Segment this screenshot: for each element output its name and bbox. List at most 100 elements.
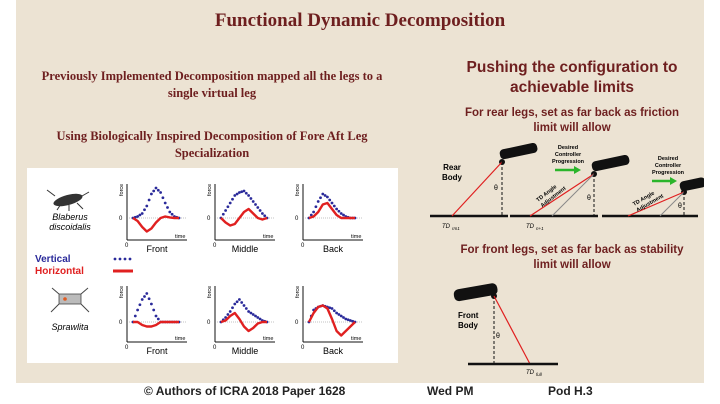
- vertical-force-point: [249, 197, 253, 200]
- vertical-force-point: [335, 207, 338, 211]
- rear-body-2: [591, 154, 630, 172]
- zero-tick-label: 0: [295, 320, 299, 326]
- vertical-force-point: [263, 214, 267, 218]
- front-legs-diagram: Front Body θ TD full: [453, 283, 558, 376]
- vertical-force-point: [147, 198, 151, 202]
- y-axis-label: force: [119, 286, 125, 298]
- vertical-force-point: [244, 307, 248, 310]
- x-zero-tick-label: 0: [301, 345, 305, 351]
- vertical-force-point: [328, 198, 332, 202]
- vertical-force-point: [254, 203, 257, 206]
- vertical-force-point: [256, 206, 260, 209]
- x-zero-tick-label: 0: [301, 243, 305, 249]
- vertical-force-point: [233, 302, 237, 306]
- td-label-2: TD: [526, 224, 535, 230]
- vertical-force-point: [231, 197, 234, 201]
- vertical-force-point: [344, 317, 348, 321]
- rear-body-3: [679, 177, 704, 192]
- force-plots: force 0 0 time Front force 0 0 time Middle force 0 0…: [119, 184, 363, 356]
- vertical-force-point: [221, 212, 225, 216]
- vertical-force-point: [166, 206, 169, 209]
- vertical-force-point: [321, 192, 325, 196]
- theta-label-2: θ: [587, 195, 591, 202]
- zero-tick-label: 0: [295, 216, 299, 222]
- horizontal-force-line: [220, 207, 268, 227]
- vertical-force-point: [136, 215, 139, 218]
- svg-text:Progression: Progression: [552, 159, 585, 165]
- left-text-biological: Using Biologically Inspired Decompositio…: [56, 129, 368, 160]
- species-2-label: Sprawlita: [51, 322, 88, 332]
- force-plot-sprawlita-middle: force 0 0 time Middle: [207, 286, 275, 356]
- vertical-force-point: [242, 304, 246, 307]
- svg-text:Controller: Controller: [655, 163, 682, 169]
- vertical-force-point: [138, 303, 142, 307]
- vertical-force-point: [226, 313, 230, 316]
- vertical-force-point: [159, 191, 163, 194]
- vertical-force-point: [224, 209, 228, 212]
- rear-body-label-2: Body: [442, 173, 463, 182]
- td-label-front-sub: full: [536, 372, 543, 376]
- vertical-force-point: [228, 310, 232, 313]
- rear-legs-diagram: Rear Body θ TD rm1 θ TD n+1 TD Angle Adj…: [430, 142, 704, 231]
- vertical-force-point: [161, 196, 165, 200]
- vertical-force-point: [332, 309, 336, 313]
- svg-text:Controller: Controller: [555, 152, 582, 158]
- left-text-previous: Previously Implemented Decomposition map…: [41, 69, 383, 100]
- theta-label-front: θ: [496, 333, 500, 340]
- vertical-force-point: [258, 317, 262, 321]
- column-label: Front: [146, 244, 168, 254]
- x-axis-label: time: [263, 234, 273, 240]
- svg-text:Desired: Desired: [558, 145, 578, 151]
- vertical-force-point: [328, 306, 332, 310]
- vertical-force-point: [156, 317, 160, 321]
- svg-text:Desired: Desired: [658, 156, 678, 162]
- vertical-force-point: [231, 306, 234, 310]
- vertical-force-point: [154, 186, 158, 190]
- vertical-force-point: [335, 311, 338, 315]
- x-axis-label: time: [175, 336, 185, 342]
- right-heading: Pushing the configuration to achievable …: [466, 59, 678, 96]
- x-axis-label: time: [351, 234, 361, 240]
- vertical-force-point: [138, 213, 142, 217]
- vertical-force-point: [240, 190, 244, 194]
- front-legs-text: For front legs, set as far back as stabi…: [460, 244, 684, 271]
- vertical-force-point: [249, 311, 253, 315]
- vertical-force-point: [140, 212, 144, 215]
- vertical-force-point: [154, 314, 158, 318]
- vertical-force-point: [238, 191, 241, 194]
- vertical-force-point: [319, 196, 322, 200]
- column-label: Middle: [232, 244, 259, 254]
- y-axis-label: force: [119, 184, 125, 196]
- rear-body-label-1: Rear: [443, 163, 461, 172]
- column-label: Middle: [232, 346, 259, 356]
- legend-horizontal-label: Horizontal: [35, 266, 84, 277]
- td-label-2-sub: n+1: [536, 226, 544, 231]
- slide-title: Functional Dynamic Decomposition: [214, 10, 506, 31]
- vertical-force-point: [247, 310, 251, 313]
- vertical-force-point: [145, 292, 149, 295]
- y-axis-label: force: [207, 184, 213, 196]
- zero-tick-label: 0: [119, 216, 123, 222]
- td-label-1-sub: rm1: [452, 226, 460, 231]
- robot-icon: [50, 287, 90, 313]
- footer-session: Wed PM: [427, 384, 474, 398]
- vertical-force-point: [337, 313, 341, 316]
- horizontal-force-line: [308, 201, 355, 220]
- y-axis-label: force: [207, 286, 213, 298]
- force-plot-figure: Blaberus discoidalis Vertical Horizontal…: [35, 184, 363, 356]
- horizontal-force-line: [132, 215, 179, 233]
- vertical-force-point: [251, 200, 255, 203]
- front-body-label-2: Body: [458, 321, 479, 330]
- vertical-force-point: [150, 302, 153, 306]
- vertical-force-point: [242, 189, 246, 193]
- vertical-force-point: [235, 192, 239, 196]
- footer-authors: © Authors of ICRA 2018 Paper 1628: [144, 384, 346, 398]
- horizontal-force-line: [133, 320, 179, 328]
- y-axis-label: force: [295, 184, 301, 196]
- front-body: [453, 283, 498, 302]
- legend-vertical-marker: [113, 257, 132, 261]
- vertical-force-point: [145, 204, 149, 208]
- vertical-force-point: [240, 301, 244, 304]
- horizontal-force-line: [220, 311, 267, 333]
- x-zero-tick-label: 0: [125, 345, 129, 351]
